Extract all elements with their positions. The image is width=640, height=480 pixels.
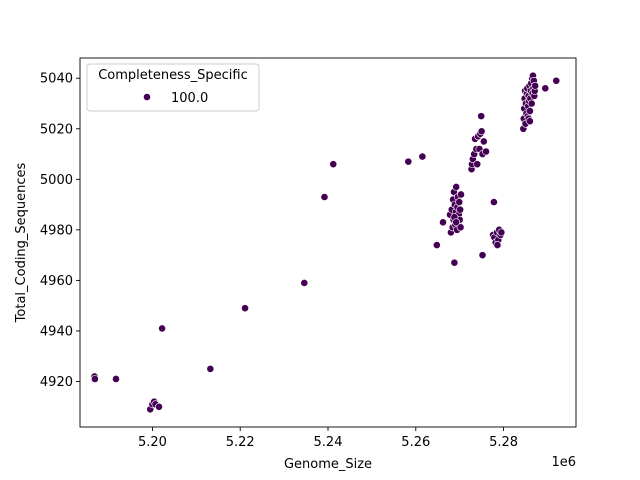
data-point (531, 81, 540, 90)
data-point (155, 402, 163, 411)
data-point (552, 76, 561, 85)
data-point (432, 241, 441, 249)
y-axis-ticks: 4920 4940 4960 4980 5000 5020 5040 (40, 72, 80, 390)
x-tick-label: 5.28 (489, 435, 518, 450)
x-tick-label: 5.24 (314, 435, 343, 450)
y-tick-label: 5020 (40, 122, 73, 137)
legend-marker (143, 93, 151, 101)
data-point (452, 218, 461, 227)
data-point (490, 198, 498, 206)
data-point (418, 152, 427, 161)
data-point (404, 157, 413, 166)
legend: Completeness_Specific 100.0 (86, 63, 260, 112)
points-layer (90, 71, 561, 414)
data-point (526, 117, 534, 126)
data-point (241, 304, 249, 313)
data-point (158, 324, 166, 333)
y-tick-label: 4940 (40, 324, 73, 339)
y-tick-label: 5000 (40, 173, 73, 188)
x-axis-label: Genome_Size (284, 457, 372, 472)
data-point (456, 205, 465, 214)
data-point (541, 84, 550, 93)
data-point (457, 190, 465, 199)
x-axis-ticks: 5.20 5.22 5.24 5.26 5.28 (138, 427, 518, 450)
data-point (320, 193, 329, 201)
data-point (112, 375, 120, 383)
legend-entry-label: 100.0 (171, 91, 208, 106)
y-tick-label: 5040 (40, 72, 73, 87)
data-point (493, 241, 502, 249)
data-point (478, 251, 487, 260)
legend-title: Completeness_Specific (98, 68, 248, 83)
data-point (477, 127, 486, 136)
data-point (91, 375, 99, 383)
data-point (456, 223, 465, 232)
x-axis-offset-label: 1e6 (551, 455, 576, 470)
data-point (473, 160, 482, 169)
x-tick-label: 5.20 (138, 435, 167, 450)
y-tick-label: 4960 (40, 274, 73, 289)
legend-box (86, 63, 260, 112)
data-point (477, 112, 486, 121)
x-tick-label: 5.22 (226, 435, 255, 450)
data-point (455, 198, 464, 206)
data-point (206, 364, 215, 373)
data-point (450, 258, 459, 267)
data-point (300, 279, 309, 287)
data-point (479, 137, 488, 146)
data-point (482, 147, 490, 156)
y-tick-label: 4920 (40, 375, 73, 390)
data-point (527, 99, 536, 108)
data-point (329, 160, 338, 169)
y-tick-label: 4980 (40, 223, 73, 238)
data-point (526, 107, 534, 115)
y-axis-label: Total_Coding_Sequences (14, 162, 29, 323)
x-tick-label: 5.26 (401, 435, 430, 450)
plot-area (80, 58, 576, 427)
data-point (497, 228, 506, 237)
data-point (439, 218, 447, 227)
data-point (452, 182, 461, 191)
